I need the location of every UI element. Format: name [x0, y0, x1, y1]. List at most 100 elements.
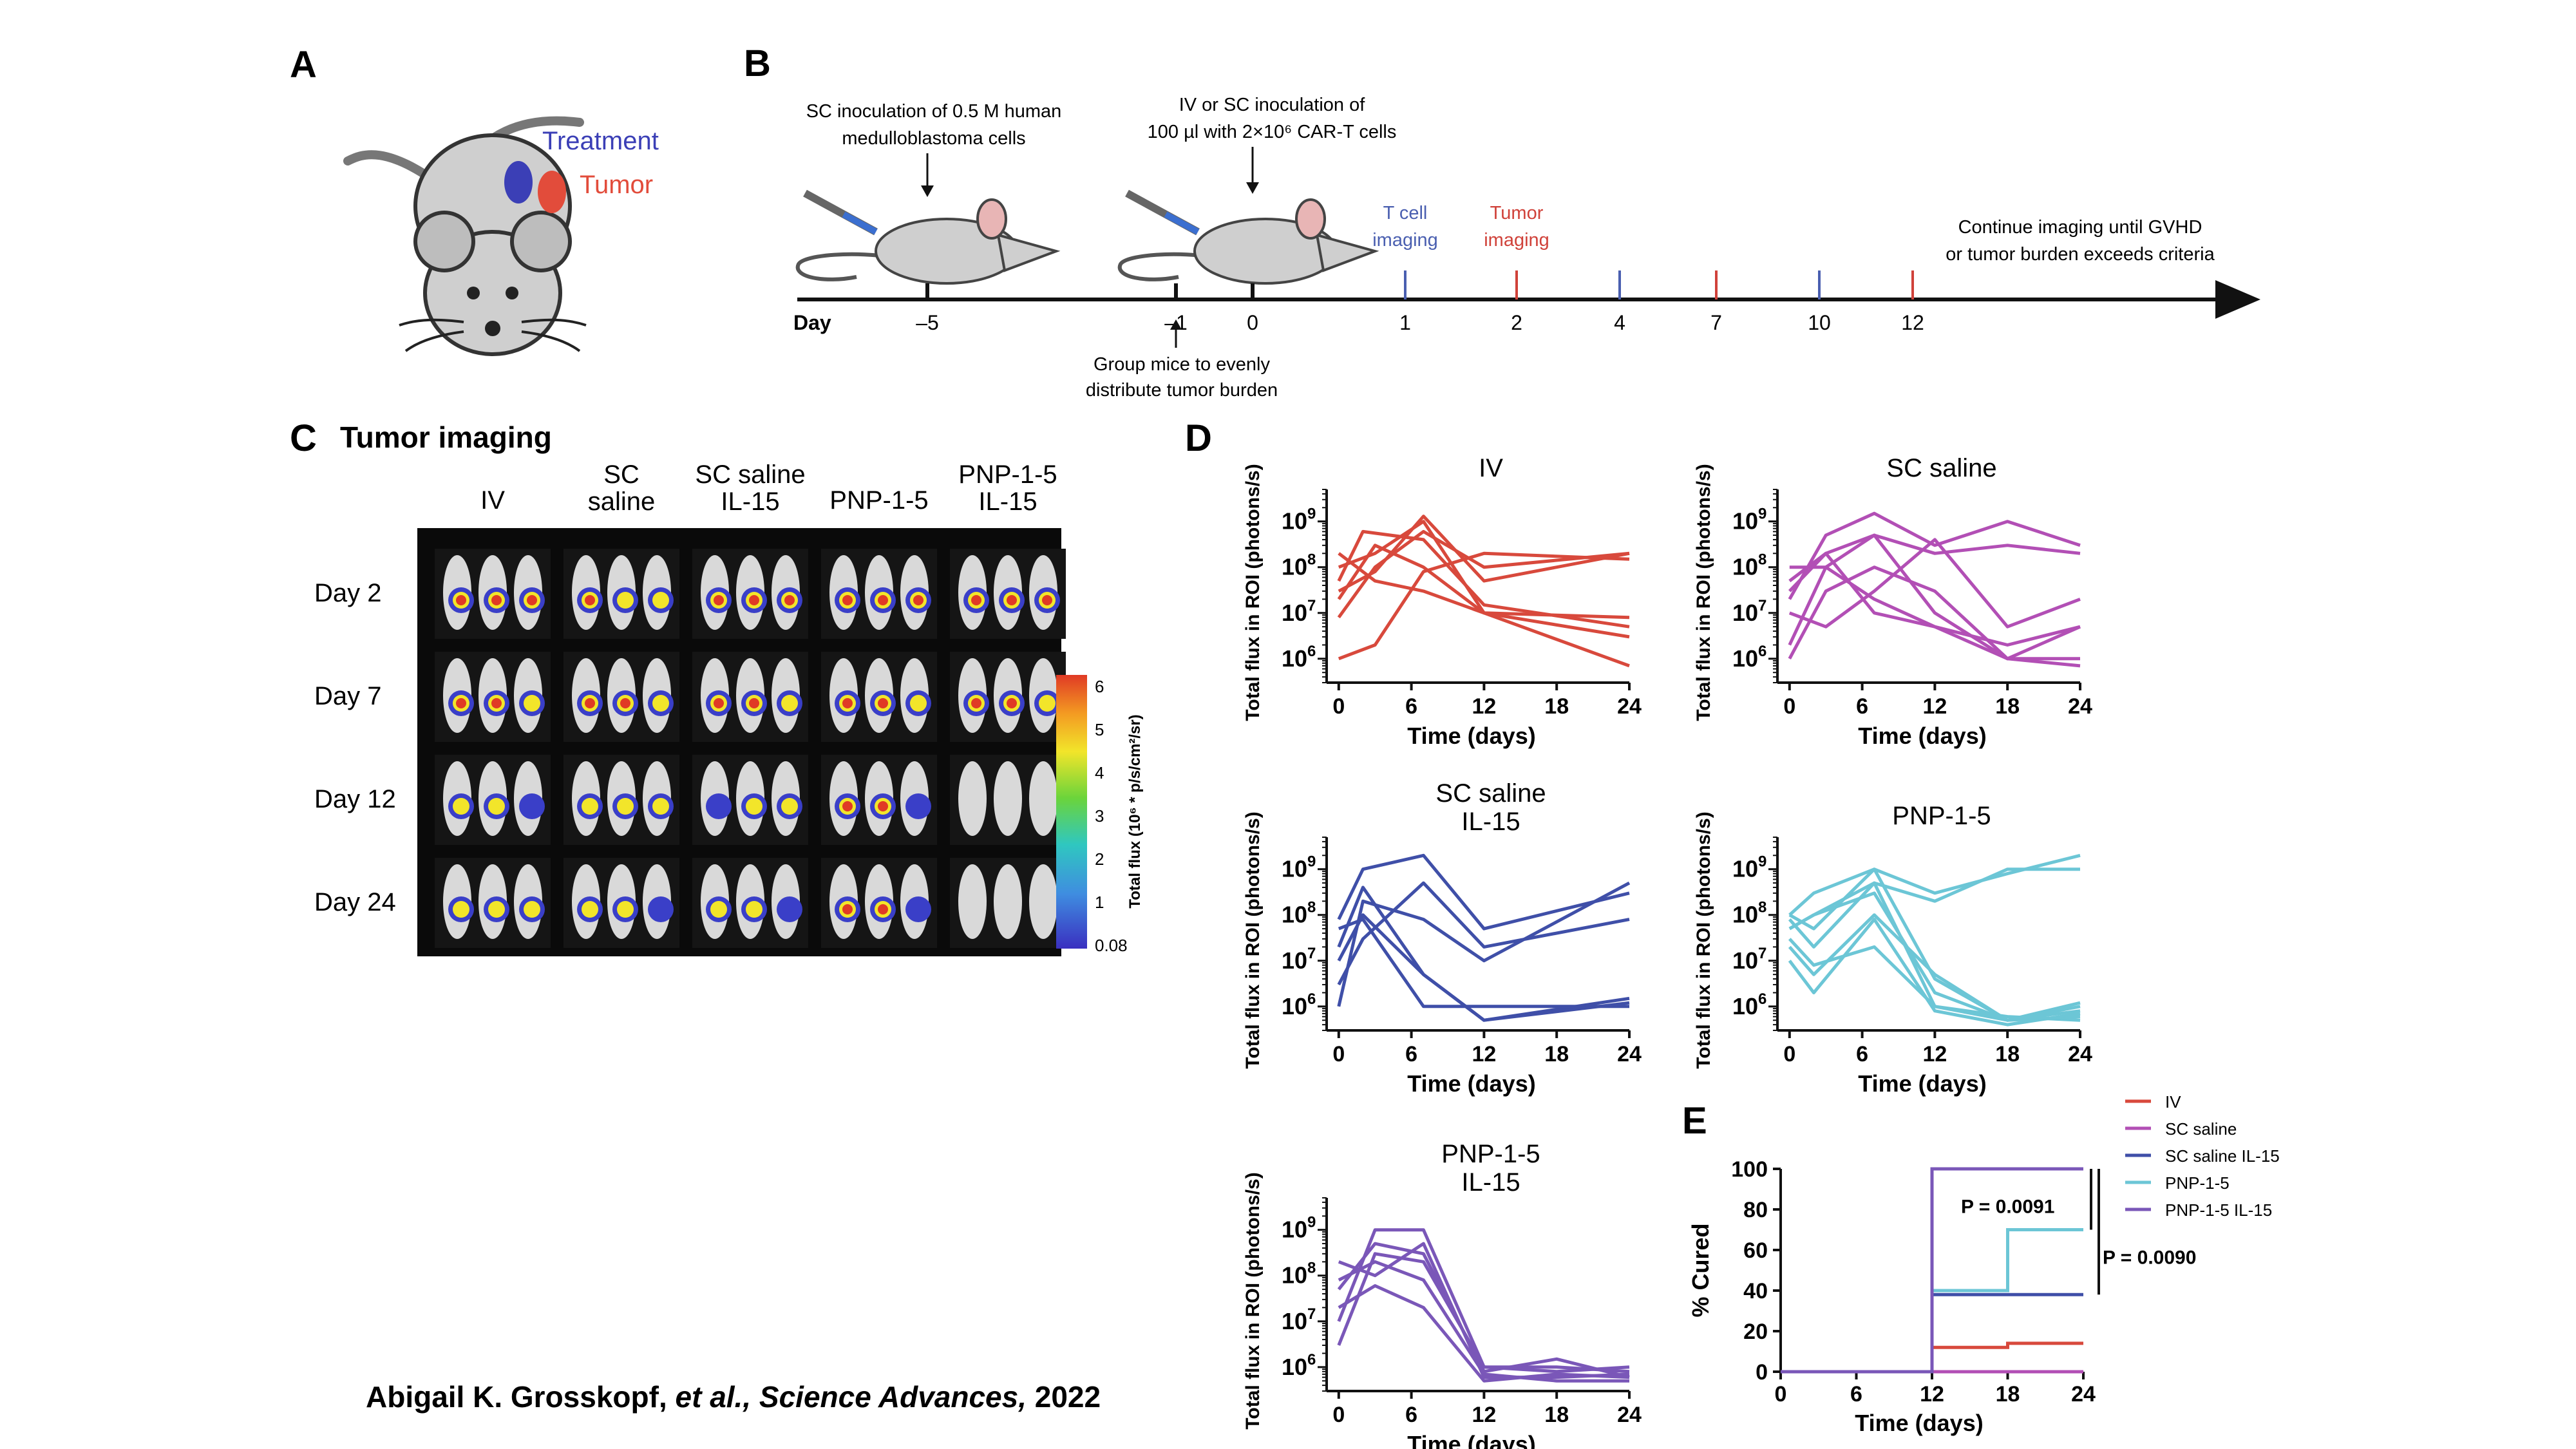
colorbar-ticks: 6 5 4 3 2 1 0.08	[1095, 677, 1128, 955]
flux-series-line	[1788, 533, 2080, 661]
mouse-left-ear	[976, 198, 1007, 240]
tumor-imaging-title: Tumor imaging	[340, 421, 552, 454]
tumor-signal-mid	[617, 592, 634, 609]
tumor-signal-core	[1007, 595, 1017, 605]
x-tick-label: 24	[1617, 694, 1642, 719]
legend-label: SC saline IL-15	[2165, 1146, 2280, 1166]
tumor-signal-mid	[524, 695, 540, 712]
tumor-signal-mid	[781, 798, 798, 815]
column-header: IL-15	[721, 488, 779, 516]
cured-series-line	[1781, 1167, 2083, 1374]
x-tick-label: 0	[1332, 1042, 1345, 1066]
plot-title: IL-15	[1461, 808, 1520, 836]
mouse-eye-right	[506, 287, 518, 299]
x-tick-label: 6	[1856, 1042, 1868, 1066]
flux-plot: 0 6 12 18 24 106 107 108 109 PNP-1-5IL-15 Time (da…	[1242, 1140, 1642, 1449]
flux-series-line	[1788, 511, 2081, 600]
plot-title: IL-15	[1461, 1168, 1520, 1197]
y-tick-label: 109	[1282, 853, 1316, 882]
flux-series-line	[1338, 1260, 1629, 1383]
y-tick-label: 106	[1732, 990, 1766, 1019]
tumor-signal-mid	[453, 798, 469, 815]
mouse-whiskers	[399, 318, 587, 352]
panel-a: A Treatment Tumor	[290, 44, 659, 356]
y-tick-label: 106	[1282, 643, 1316, 672]
y-axis-label: Total flux in ROI (photons/s)	[1693, 811, 1714, 1068]
citation-etal: et al.,	[676, 1380, 752, 1414]
y-tick-label: 109	[1282, 506, 1316, 535]
panel-a-letter: A	[290, 44, 317, 86]
y-tick-label: 100	[1731, 1157, 1768, 1182]
tumor-signal-core	[491, 595, 502, 605]
tumor-signal-mid	[910, 695, 927, 712]
x-tick-label: 18	[1544, 1042, 1569, 1066]
tumor-signal-core	[842, 904, 853, 914]
flux-plots: 0 6 12 18 24 106 107 108 109 IV Time (days) Total f…	[1242, 454, 2092, 1449]
legend-label: IV	[2165, 1092, 2181, 1112]
p-value-1: P = 0.0091	[1961, 1197, 2054, 1218]
x-axis-label: Time (days)	[1858, 723, 1986, 749]
y-tick-label: 80	[1743, 1198, 1768, 1222]
tumor-signal-core	[784, 595, 795, 605]
tumor-signal-core	[456, 698, 466, 708]
step1-line1: SC inoculation of 0.5 M human	[806, 101, 1062, 122]
tumor-signal-core	[1042, 595, 1052, 605]
mouse-illustration	[343, 116, 587, 356]
colorbar-tick: 1	[1095, 893, 1104, 912]
mouse-right-tail	[1117, 252, 1218, 281]
plot-title: SC saline	[1886, 454, 1996, 482]
x-tick-label: 6	[1856, 694, 1868, 719]
timeline-day: 4	[1614, 311, 1625, 334]
x-tick-label: 0	[1783, 1042, 1795, 1066]
y-tick-label: 106	[1282, 1351, 1316, 1380]
tumor-signal-core	[585, 595, 595, 605]
tumor-signal-core	[620, 698, 630, 708]
legend-label: PNP-1-5 IL-15	[2165, 1200, 2272, 1220]
tcell-label-line1: T cell	[1383, 203, 1428, 223]
tumor-label: Tumor	[580, 171, 653, 199]
flux-plot: 0 6 12 18 24 106 107 108 109 SC saline Time (days)…	[1693, 454, 2092, 749]
tumor-signal-mid	[488, 798, 505, 815]
syringe-left-fill	[842, 211, 878, 235]
mouse-right-ear	[1295, 198, 1326, 240]
panel-b: B SC inoculation of 0.5 M human medullob…	[744, 43, 2260, 401]
colorbar-tick: 6	[1095, 677, 1104, 696]
step1-arrowhead	[921, 185, 934, 197]
cured-legend: IV SC saline SC saline IL-15 PNP-1-5 PNP-1-5…	[2125, 1092, 2280, 1220]
timeline-day: 12	[1901, 311, 1924, 334]
y-tick-label: 106	[1282, 990, 1316, 1019]
y-tick-label: 108	[1732, 899, 1766, 928]
p-value-2: P = 0.0090	[2103, 1247, 2196, 1268]
x-tick-label: 12	[1922, 1042, 1947, 1066]
tumor-signal-core	[878, 904, 888, 914]
column-header: IL-15	[978, 488, 1037, 516]
plot-title: SC saline	[1435, 779, 1546, 808]
tumor-signal-mid	[453, 901, 469, 918]
x-tick-label: 12	[1472, 1042, 1496, 1066]
tumor-signal-mid	[710, 901, 727, 918]
panel-d: D 0 6 12 18 24 106 107 108 109 IV Time (days) Total…	[1185, 417, 2092, 1449]
tumor-signal-mid	[617, 901, 634, 918]
flux-plot: 0 6 12 18 24 106 107 108 109 PNP-1-5 Time (days) To…	[1693, 802, 2092, 1097]
x-tick-label: 18	[1996, 1382, 2020, 1406]
flux-series-line	[1337, 544, 1630, 620]
tumor-signal-core	[714, 698, 724, 708]
tumor-signal-core	[585, 698, 595, 708]
continue-line2: or tumor burden exceeds criteria	[1946, 244, 2215, 265]
tumor-signal-outer	[905, 896, 931, 922]
row-label: Day 7	[314, 682, 382, 710]
flux-series-line	[1337, 529, 1630, 619]
imaging-grid	[435, 549, 1066, 948]
mouse-nose	[485, 321, 500, 336]
y-tick-label: 108	[1282, 1260, 1316, 1289]
legend-label: PNP-1-5	[2165, 1173, 2230, 1193]
y-tick-label: 107	[1282, 597, 1316, 626]
tumor-signal-mid	[652, 592, 669, 609]
tumor-signal-core	[842, 595, 853, 605]
row-label: Day 2	[314, 579, 382, 607]
flux-series-line	[1338, 515, 1630, 593]
tumor-signal-mid	[617, 798, 634, 815]
y-axis-label: % Cured	[1687, 1223, 1714, 1317]
colorbar	[1056, 675, 1087, 949]
